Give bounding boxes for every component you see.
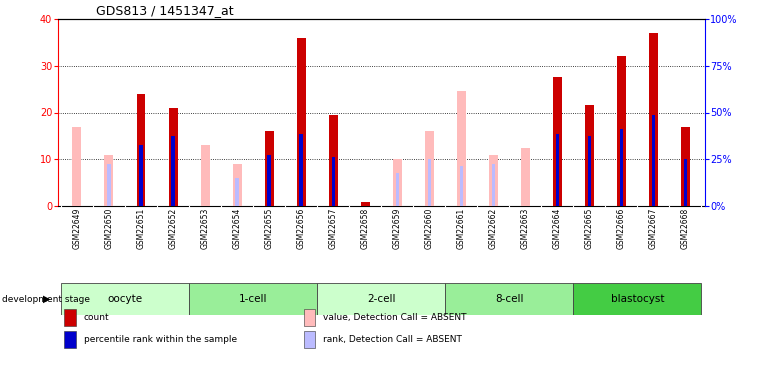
Bar xyxy=(445,283,574,315)
Text: GSM22650: GSM22650 xyxy=(105,208,113,249)
Bar xyxy=(521,148,530,206)
Text: GSM22660: GSM22660 xyxy=(425,208,434,249)
Text: GSM22665: GSM22665 xyxy=(584,208,594,249)
Bar xyxy=(651,115,655,206)
Text: GSM22658: GSM22658 xyxy=(360,208,370,249)
Text: GSM22661: GSM22661 xyxy=(457,208,466,249)
Bar xyxy=(617,56,626,206)
Bar xyxy=(332,157,335,206)
Bar xyxy=(427,159,430,206)
Bar xyxy=(236,178,239,206)
Text: percentile rank within the sample: percentile rank within the sample xyxy=(84,335,236,344)
Bar xyxy=(296,38,306,206)
Text: value, Detection Call = ABSENT: value, Detection Call = ABSENT xyxy=(323,313,467,322)
Bar xyxy=(489,154,497,206)
Bar xyxy=(172,136,175,206)
Bar xyxy=(303,309,315,326)
Bar xyxy=(200,146,209,206)
Bar xyxy=(265,131,273,206)
Bar xyxy=(491,164,495,206)
Bar xyxy=(360,202,370,206)
Bar xyxy=(61,283,189,315)
Text: development stage: development stage xyxy=(2,295,89,304)
Bar xyxy=(317,283,445,315)
Text: GSM22655: GSM22655 xyxy=(265,208,273,249)
Text: GSM22662: GSM22662 xyxy=(489,208,497,249)
Text: ▶: ▶ xyxy=(42,294,50,304)
Text: 2-cell: 2-cell xyxy=(367,294,396,304)
Bar xyxy=(303,331,315,348)
Bar xyxy=(64,309,76,326)
Text: GSM22654: GSM22654 xyxy=(233,208,242,249)
Bar xyxy=(553,77,562,206)
Bar xyxy=(681,127,690,206)
Bar xyxy=(649,33,658,206)
Bar xyxy=(393,159,402,206)
Bar xyxy=(300,134,303,206)
Text: GSM22652: GSM22652 xyxy=(169,208,178,249)
Text: GSM22666: GSM22666 xyxy=(617,208,626,249)
Text: rank, Detection Call = ABSENT: rank, Detection Call = ABSENT xyxy=(323,335,462,344)
Text: GSM22667: GSM22667 xyxy=(649,208,658,249)
Bar xyxy=(425,131,434,206)
Text: GSM22668: GSM22668 xyxy=(681,208,690,249)
Text: GSM22651: GSM22651 xyxy=(136,208,146,249)
Bar xyxy=(329,115,337,206)
Bar xyxy=(620,129,623,206)
Text: GSM22656: GSM22656 xyxy=(296,208,306,249)
Text: 1-cell: 1-cell xyxy=(239,294,267,304)
Bar xyxy=(684,159,687,206)
Bar xyxy=(136,94,146,206)
Bar xyxy=(169,108,178,206)
Text: blastocyst: blastocyst xyxy=(611,294,664,304)
Bar xyxy=(189,283,317,315)
Bar xyxy=(105,154,113,206)
Text: count: count xyxy=(84,313,109,322)
Bar xyxy=(460,166,463,206)
Text: GSM22664: GSM22664 xyxy=(553,208,562,249)
Bar xyxy=(556,134,559,206)
Text: GSM22663: GSM22663 xyxy=(521,208,530,249)
Bar xyxy=(64,331,76,348)
Text: oocyte: oocyte xyxy=(108,294,142,304)
Text: 8-cell: 8-cell xyxy=(495,294,524,304)
Bar xyxy=(233,164,242,206)
Bar xyxy=(396,173,399,206)
Bar xyxy=(588,136,591,206)
Bar xyxy=(72,127,82,206)
Bar xyxy=(574,283,701,315)
Bar xyxy=(139,146,142,206)
Bar xyxy=(457,92,466,206)
Text: GSM22653: GSM22653 xyxy=(200,208,209,249)
Text: GSM22649: GSM22649 xyxy=(72,208,82,249)
Bar xyxy=(584,105,594,206)
Text: GSM22657: GSM22657 xyxy=(329,208,337,249)
Text: GSM22659: GSM22659 xyxy=(393,208,402,249)
Text: GDS813 / 1451347_at: GDS813 / 1451347_at xyxy=(96,4,234,17)
Bar xyxy=(267,154,271,206)
Bar xyxy=(107,164,111,206)
